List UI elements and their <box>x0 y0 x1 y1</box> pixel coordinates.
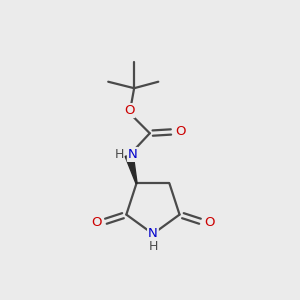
Text: H: H <box>115 148 124 161</box>
Text: N: N <box>148 227 158 240</box>
Text: O: O <box>205 216 215 229</box>
Text: N: N <box>128 148 138 161</box>
Polygon shape <box>125 154 137 184</box>
Text: O: O <box>91 216 101 229</box>
Text: O: O <box>124 104 134 117</box>
Text: O: O <box>175 125 186 138</box>
Text: H: H <box>148 240 158 253</box>
